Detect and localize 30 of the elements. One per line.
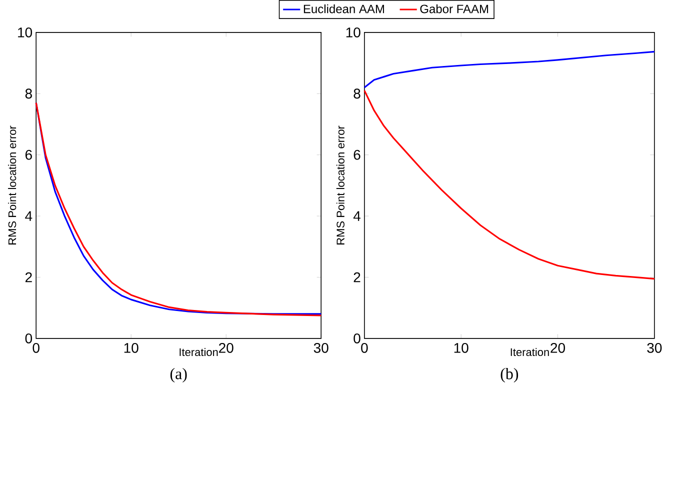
line-series bbox=[364, 90, 656, 280]
x-tick-label: 10 bbox=[454, 342, 468, 353]
line-series bbox=[364, 50, 656, 88]
x-tick-label: 20 bbox=[550, 342, 566, 353]
y-tick-label: 8 bbox=[25, 88, 32, 98]
text: (b) bbox=[500, 368, 518, 382]
y-tick-label: 6 bbox=[354, 150, 360, 160]
y-tick-label: 4 bbox=[25, 211, 32, 221]
y-tick-label: 0 bbox=[25, 333, 32, 344]
y-tick-label: 6 bbox=[25, 150, 32, 160]
legend-label: Euclidean AAM bbox=[304, 4, 384, 14]
x-tick-label: 0 bbox=[32, 342, 40, 353]
legend-label: Gabor FAAM bbox=[420, 4, 488, 14]
y-tick-label: 2 bbox=[354, 272, 360, 282]
x-tick-label: 30 bbox=[647, 342, 662, 353]
y-tick-label: 2 bbox=[25, 272, 32, 282]
y-tick-label: 4 bbox=[353, 211, 360, 221]
x-axis-title: Iteration bbox=[180, 348, 218, 356]
y-axis-title: RMS Point location error bbox=[8, 126, 16, 244]
text: (a) bbox=[170, 368, 187, 382]
x-axis-title: Iteration bbox=[510, 348, 549, 356]
x-tick-label: 30 bbox=[314, 342, 328, 353]
y-axis-title: RMS Point location error bbox=[336, 126, 344, 244]
x-tick-label: 20 bbox=[219, 342, 234, 353]
x-tick-label: 10 bbox=[124, 342, 138, 353]
x-tick-label: 0 bbox=[361, 342, 368, 353]
y-tick-label: 8 bbox=[354, 88, 360, 98]
y-tick-label: 0 bbox=[354, 333, 360, 344]
y-tick-label: 10 bbox=[346, 27, 360, 38]
y-tick-label: 10 bbox=[18, 27, 32, 38]
